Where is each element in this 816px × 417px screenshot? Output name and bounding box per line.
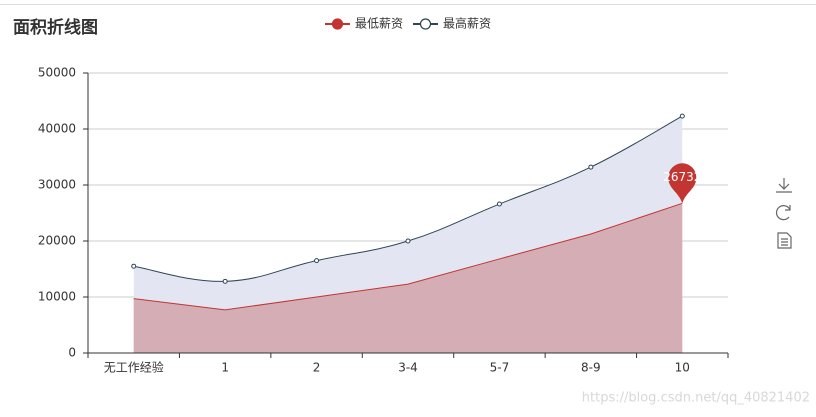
x-tick-label: 10 [675, 361, 690, 375]
point [588, 164, 594, 170]
chart-title: 面积折线图 [13, 17, 98, 38]
area [133, 203, 683, 353]
point [405, 238, 411, 244]
restore-icon[interactable] [775, 205, 791, 221]
x-tick-label: 无工作经验 [104, 360, 164, 375]
y-tick-label: 40000 [38, 122, 76, 136]
x-tick-label: 2 [313, 361, 321, 375]
legend-symbol [419, 18, 432, 30]
x-tick-label: 8-9 [581, 361, 601, 375]
y-tick-label: 50000 [38, 66, 76, 80]
point [131, 263, 137, 269]
y-tick-label: 30000 [38, 178, 76, 192]
save-icon[interactable] [776, 178, 792, 193]
line [133, 202, 683, 311]
point [222, 278, 228, 284]
legend-symbol [331, 18, 344, 30]
mark-point-label: 26732 [663, 170, 701, 184]
legend-label: 最高薪资 [443, 16, 491, 31]
data-view-icon[interactable] [777, 232, 792, 249]
x-tick-label: 3-4 [398, 361, 418, 375]
point [679, 113, 685, 119]
x-tick-label: 1 [221, 361, 229, 375]
y-tick-label: 20000 [38, 234, 76, 248]
y-tick-label: 10000 [38, 290, 76, 304]
legend-label: 最低薪资 [355, 17, 403, 31]
toolbox[interactable] [775, 178, 792, 249]
x-tick-label: 5-7 [490, 361, 510, 375]
point [496, 201, 502, 207]
mark-point [668, 163, 697, 204]
point [314, 258, 320, 264]
watermark: https://blog.csdn.net/qq_40821402 [582, 391, 810, 406]
y-tick-label: 0 [68, 346, 76, 360]
